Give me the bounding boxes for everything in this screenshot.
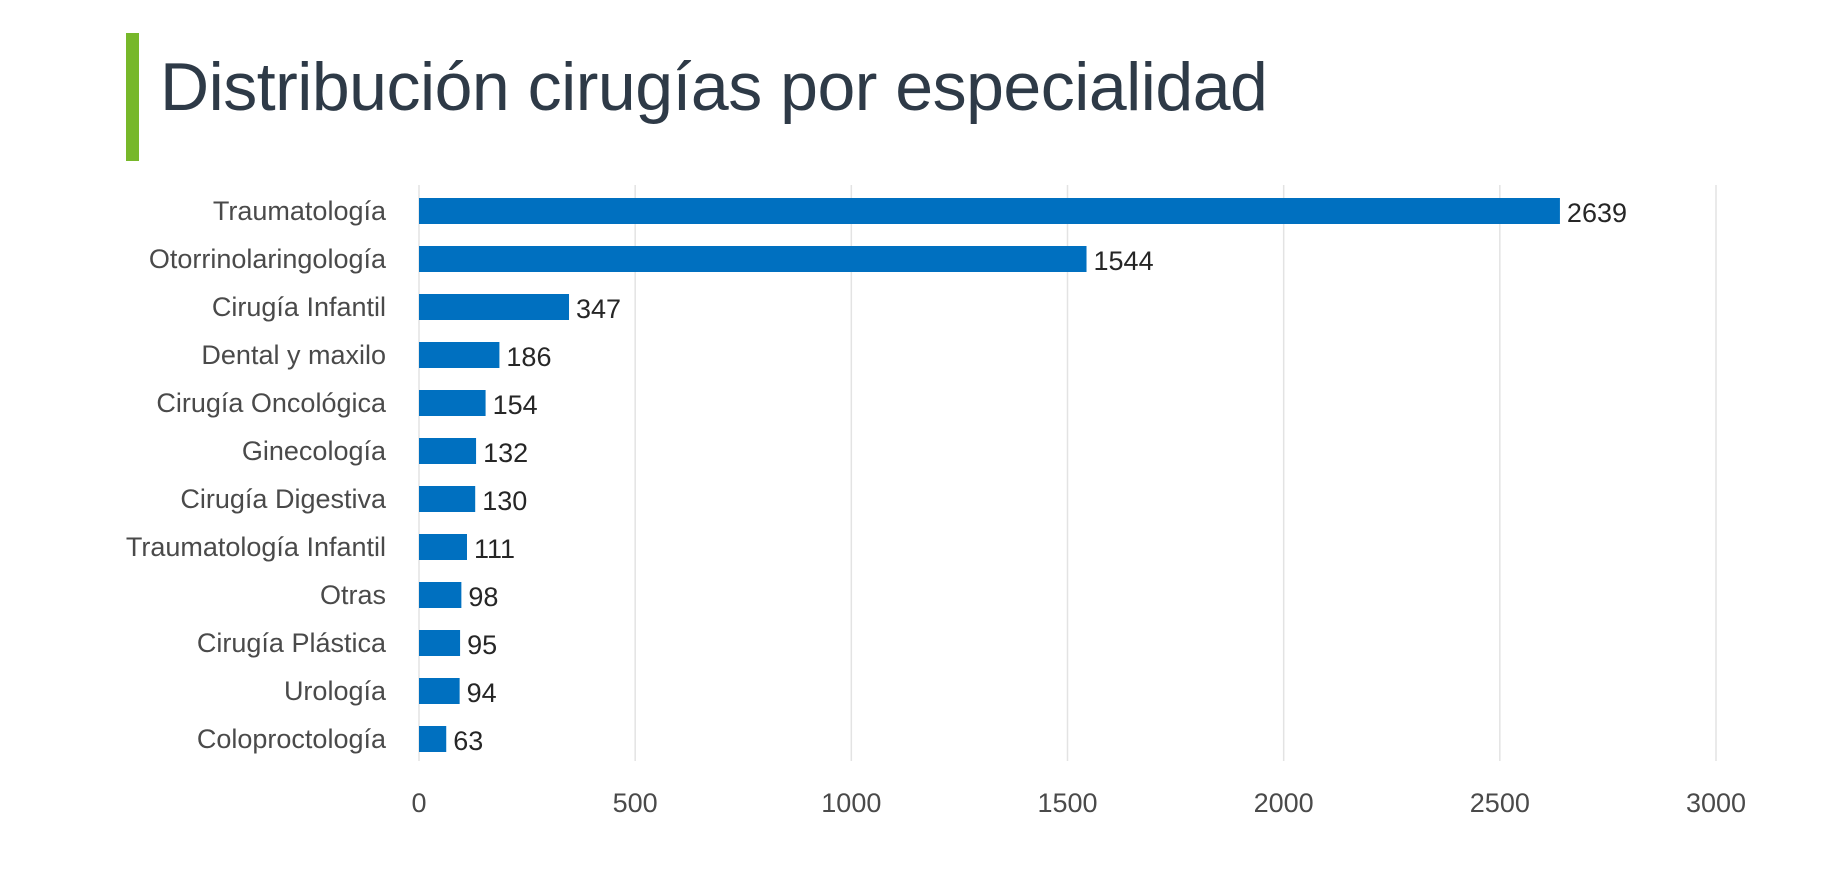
bar: [419, 342, 500, 368]
bars: [419, 198, 1560, 752]
category-label: Traumatología: [213, 196, 387, 226]
category-label: Dental y maxilo: [201, 340, 386, 370]
bar: [419, 198, 1560, 224]
data-label: 2639: [1567, 198, 1627, 228]
category-label: Cirugía Infantil: [212, 292, 386, 322]
bar: [419, 390, 486, 416]
bar: [419, 630, 461, 656]
category-label: Urología: [284, 676, 387, 706]
bar: [419, 534, 467, 560]
data-label: 347: [576, 294, 621, 324]
title-accent-bar: [126, 33, 139, 161]
data-label: 154: [493, 390, 538, 420]
category-label: Cirugía Digestiva: [180, 484, 387, 514]
bar: [419, 678, 460, 704]
category-labels: Traumatología Otorrinolaringología Cirugía…: [126, 196, 387, 754]
x-tick-label: 1500: [1037, 788, 1097, 818]
value-labels: 2639 1544 347 186 154 132 130 111 98 95 94 63: [453, 198, 1627, 756]
category-label: Otorrinolaringología: [149, 244, 387, 274]
bar: [419, 486, 476, 512]
category-label: Cirugía Plástica: [197, 628, 387, 658]
x-tick-label: 3000: [1686, 788, 1746, 818]
x-tick-label: 2500: [1470, 788, 1530, 818]
bar: [419, 438, 477, 464]
x-tick-label: 500: [613, 788, 658, 818]
data-label: 1544: [1094, 246, 1154, 276]
x-tick-label: 1000: [821, 788, 881, 818]
x-tick-label: 0: [411, 788, 426, 818]
x-tick-label: 2000: [1254, 788, 1314, 818]
x-axis-ticks: 0 500 1000 1500 2000 2500 3000: [411, 788, 1746, 818]
page-title: Distribución cirugías por especialidad: [160, 49, 1268, 125]
data-label: 186: [506, 342, 551, 372]
category-label: Ginecología: [242, 436, 387, 466]
data-label: 63: [453, 726, 483, 756]
category-label: Traumatología Infantil: [126, 532, 386, 562]
bar: [419, 294, 570, 320]
data-label: 98: [468, 582, 498, 612]
grid-lines: [418, 185, 1717, 761]
bar: [419, 726, 447, 752]
bar: [419, 582, 462, 608]
data-label: 94: [467, 678, 497, 708]
category-label: Coloproctología: [197, 724, 387, 754]
data-label: 132: [483, 438, 528, 468]
category-label: Otras: [320, 580, 386, 610]
bar: [419, 246, 1087, 272]
data-label: 111: [474, 534, 515, 564]
data-label: 130: [482, 486, 527, 516]
category-label: Cirugía Oncológica: [156, 388, 387, 418]
data-label: 95: [467, 630, 497, 660]
